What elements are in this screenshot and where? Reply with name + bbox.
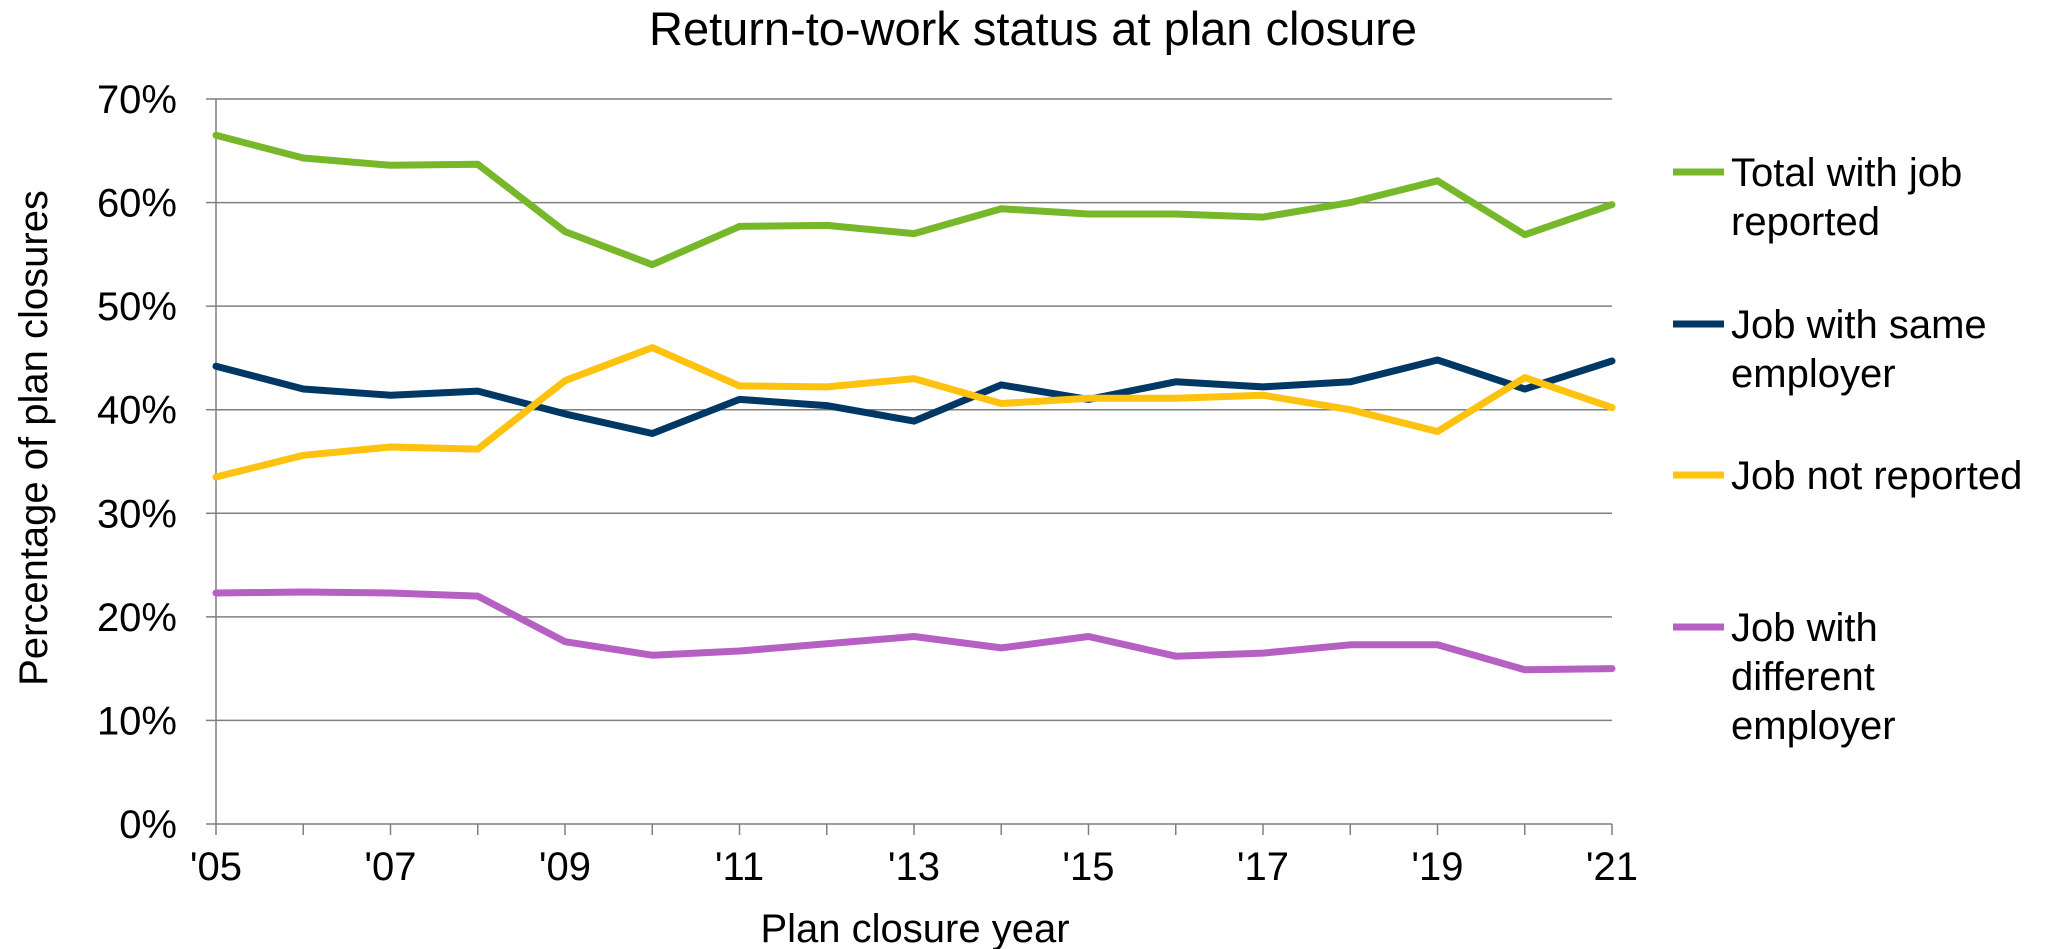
series-line [212,356,1616,437]
series-line [212,344,1616,481]
y-tick-label: 40% [97,389,177,433]
x-axis-title: Plan closure year [760,907,1069,949]
y-tick-label: 50% [97,285,177,329]
y-tick-label: 20% [97,596,177,640]
grid-lines [216,98,1612,722]
x-tick-label: '19 [1411,845,1463,889]
y-axis-title: Percentage of plan closures [12,190,56,686]
plot-lines [212,131,1616,674]
legend-item: Job not reported [1673,454,2022,498]
legend-label: employer [1731,704,1896,748]
legend-label: different [1731,655,1875,699]
x-tick-label: '05 [190,845,242,889]
x-tick-label: '09 [539,845,591,889]
x-tick-label: '15 [1062,845,1114,889]
y-tick-label: 30% [97,492,177,536]
y-tick-label: 70% [97,78,177,122]
y-tick-label: 10% [97,699,177,743]
legend-label: employer [1731,352,1896,396]
x-tick-label: '17 [1237,845,1289,889]
legend-item: Total with job reported [1673,151,1962,244]
legend-item: Job with same employer [1673,303,1987,396]
legend-label: Job with [1731,606,1878,650]
x-tick-label: '21 [1586,845,1638,889]
legend-label: Job with same [1731,303,1987,347]
legend-label: Job not reported [1731,454,2022,498]
y-tick-label: 60% [97,182,177,226]
legend-item: Job with different employer [1673,606,1896,748]
chart-title: Return-to-work status at plan closure [649,2,1417,55]
series-line [212,131,1616,269]
y-axis: 0% 10% 20% 30% 40% 50% 60% 70% [97,78,217,847]
legend-label: Total with job [1731,151,1962,195]
x-tick-label: '07 [364,845,416,889]
x-tick-label: '11 [715,845,764,889]
legend: Total with job reported Job with same emplo… [1673,151,2022,748]
x-axis: '05 '07 '09 '11 '13 '15 '17 '19 '21 [190,823,1638,889]
x-tick-label: '13 [888,845,940,889]
legend-label: reported [1731,200,1880,244]
series-line [212,588,1616,674]
y-tick-label: 0% [119,803,177,847]
